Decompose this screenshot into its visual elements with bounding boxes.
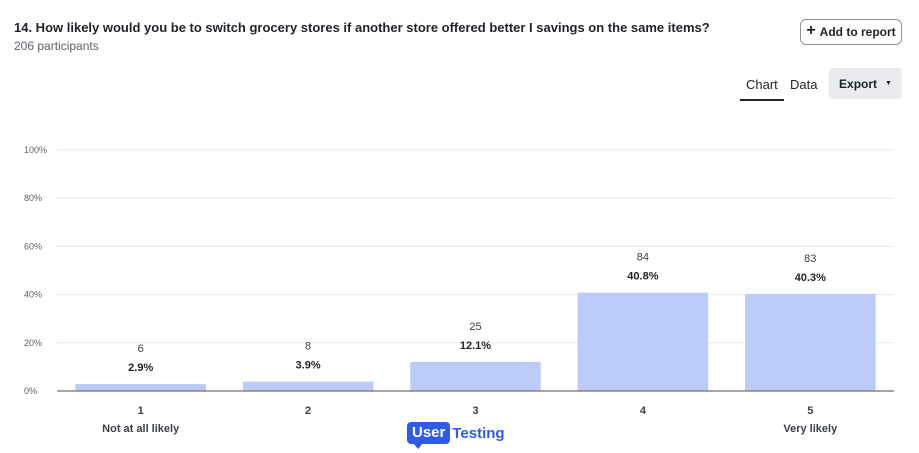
percent-label: 40.8% [627, 271, 658, 283]
x-tick-label: 4 [640, 405, 647, 417]
percent-label: 40.3% [795, 272, 826, 284]
percent-label: 12.1% [460, 340, 491, 352]
count-label: 6 [138, 343, 144, 355]
logo-user-text: User [407, 422, 451, 449]
caret-down-icon: ▼ [885, 80, 892, 87]
export-button[interactable]: Export ▼ [829, 68, 902, 99]
bar [242, 381, 374, 391]
usertesting-logo: User Testing [407, 422, 505, 449]
logo-testing-text: Testing [452, 424, 505, 442]
tab-chart[interactable]: Chart [746, 77, 778, 92]
x-category-sublabel: Not at all likely [102, 423, 180, 435]
export-label: Export [839, 76, 878, 91]
count-label: 83 [804, 253, 816, 265]
active-tab-indicator [740, 99, 784, 101]
count-label: 8 [305, 341, 311, 353]
y-tick-label: 60% [24, 241, 42, 251]
bar [410, 361, 541, 391]
bar [577, 292, 709, 391]
y-tick-label: 0% [24, 386, 37, 396]
x-category-sublabel: Very likely [783, 423, 838, 435]
bar [745, 293, 876, 391]
x-tick-label: 3 [472, 405, 478, 417]
plus-icon: + [806, 22, 816, 39]
y-tick-label: 20% [24, 338, 42, 348]
y-tick-label: 40% [24, 290, 42, 300]
x-tick-label: 2 [305, 405, 311, 417]
add-to-report-button[interactable]: + Add to report [800, 19, 902, 45]
count-label: 25 [469, 321, 481, 333]
participant-count: 206 participants [14, 39, 99, 53]
question-title: 14. How likely would you be to switch gr… [14, 20, 710, 35]
count-label: 84 [637, 252, 649, 264]
x-tick-label: 5 [807, 405, 813, 417]
percent-label: 3.9% [296, 360, 321, 372]
percent-label: 2.9% [128, 362, 153, 374]
y-tick-label: 80% [24, 193, 42, 203]
y-tick-label: 100% [24, 145, 47, 155]
bar [75, 384, 206, 391]
x-tick-label: 1 [138, 405, 144, 417]
tab-data[interactable]: Data [790, 77, 818, 92]
add-to-report-label: Add to report [819, 25, 896, 39]
